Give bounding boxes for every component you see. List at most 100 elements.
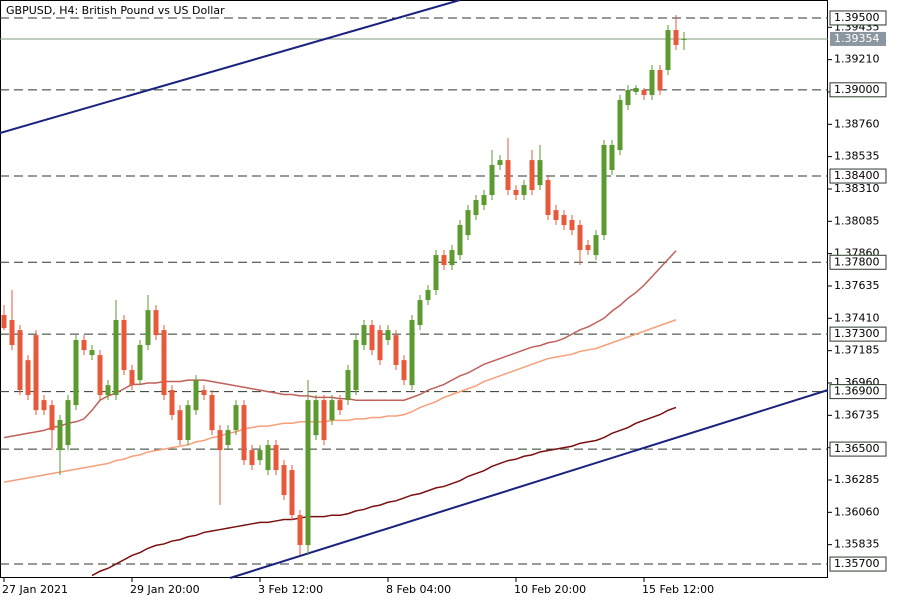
plot-layer [1,14,687,577]
axis-layer: 1.394351.392101.389851.387601.385351.383… [2,10,887,596]
candle-body [217,430,223,451]
x-tick-label: 3 Feb 12:00 [258,583,323,596]
candle-body [305,400,311,546]
candle-body [65,400,71,446]
candle-body [81,340,87,351]
candle-body [129,370,135,386]
trend-line [0,0,461,134]
candle-body [337,400,343,411]
y-tick-label: 1.37410 [834,311,880,324]
level-label: 1.36900 [834,385,880,398]
candle-body [377,330,383,361]
level-label: 1.38400 [834,169,880,182]
candle-body [433,255,439,291]
candle-body [569,220,575,231]
candle-body [641,89,647,95]
candle-body [233,405,239,431]
candle-body [137,345,143,381]
candle-body [121,320,127,371]
candle-body [633,87,639,92]
candle-body [537,160,543,186]
y-tick-label: 1.35835 [834,538,880,551]
candle-body [593,235,599,256]
moving-average [3,319,677,483]
candle-body [617,100,623,151]
trend-line [229,389,829,579]
candle-body [609,145,615,171]
candle-body [489,164,495,196]
last-price-box [830,31,886,46]
candle-body [225,430,231,446]
candle-body [441,255,447,266]
candle-body [361,325,367,346]
x-tick-label: 8 Feb 04:00 [386,583,451,596]
candle-body [49,405,55,431]
level-box [829,82,887,98]
candle-body [41,400,47,411]
candle-body [161,330,167,396]
candle-body [561,214,567,226]
candle-body [585,245,591,251]
candle-body [185,405,191,441]
level-label: 1.39000 [834,83,880,96]
candle-body [481,195,487,206]
candle-body [353,340,359,391]
y-tick-label: 1.39210 [834,53,880,66]
candle-body [657,69,663,90]
candle-body [97,355,103,396]
level-label: 1.35700 [834,557,880,570]
level-label: 1.37800 [834,255,880,268]
candle-body [345,370,351,401]
candle-body [417,300,423,326]
moving-average [91,406,677,577]
candle-body [401,360,407,381]
grid-layer [0,17,828,565]
y-tick-label: 1.38760 [834,117,880,130]
candle-body [25,360,31,396]
candle-body [425,290,431,301]
candle-body [297,515,303,546]
candle-body [145,310,151,346]
candle-body [665,30,671,70]
candle-body [73,340,79,406]
candle-body [17,330,23,391]
chart-title: GBPUSD, H4: British Pound vs US Dollar [6,4,225,17]
candle-body [601,145,607,236]
candle-body [385,330,391,341]
candle-body [201,390,207,396]
candle-body [9,320,15,346]
candle-body [313,400,319,436]
candle-body [89,350,95,356]
candle-body [153,310,159,336]
level-box [829,10,887,26]
candle-body [257,450,263,461]
candle-body [33,335,39,411]
candle-body [529,160,535,190]
candle-body [449,250,455,266]
level-box [829,556,887,572]
candle-body [673,30,679,45]
candle-body [321,400,327,441]
candle-body [681,38,687,40]
y-tick-label: 1.36060 [834,505,880,518]
candle-body [553,210,559,221]
candle-body [57,420,63,451]
level-label: 1.37300 [834,327,880,340]
y-tick-label: 1.37185 [834,344,880,357]
x-tick-label: 15 Feb 12:00 [642,583,714,596]
y-tick-label: 1.38310 [834,182,880,195]
candle-body [625,89,631,106]
candle-body [241,405,247,461]
candle-body [497,160,503,165]
candle-body [505,160,511,190]
candle-body [457,225,463,256]
candle-body [465,210,471,236]
level-box [829,254,887,270]
y-tick-label: 1.38535 [834,150,880,163]
last-price-label: 1.39354 [834,32,880,45]
candle-body [473,200,479,215]
plot-frame [0,0,828,578]
candle-body [545,180,551,215]
candle-body [1,315,7,329]
